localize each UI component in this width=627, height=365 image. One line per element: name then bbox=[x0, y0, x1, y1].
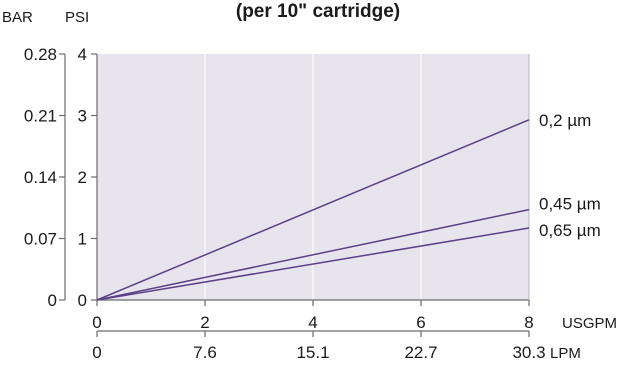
y-tick-label-secondary: 0 bbox=[48, 291, 57, 310]
y-tick-label-primary: 2 bbox=[78, 168, 87, 187]
y-axis-primary-label: PSI bbox=[65, 9, 89, 26]
y-tick-label-secondary: 0.14 bbox=[24, 168, 57, 187]
series-lines bbox=[96, 119, 530, 301]
axes bbox=[59, 53, 530, 337]
series-label-0: 0,2 µm bbox=[539, 111, 591, 130]
y-axis-secondary-label: BAR bbox=[2, 9, 33, 26]
x-tick-label-primary: 6 bbox=[416, 313, 425, 332]
x-tick-label-secondary: 30.3 bbox=[512, 343, 545, 362]
series-label-1: 0,45 µm bbox=[539, 195, 601, 214]
series-line-2 bbox=[96, 227, 530, 301]
x-axis-secondary-label: LPM bbox=[550, 345, 581, 362]
x-tick-label-primary: 2 bbox=[200, 313, 209, 332]
x-tick-label-secondary: 22.7 bbox=[404, 343, 437, 362]
y-tick-label-primary: 1 bbox=[78, 230, 87, 249]
x-tick-label-secondary: 7.6 bbox=[193, 343, 217, 362]
x-axis-primary-label: USGPM bbox=[562, 315, 617, 332]
y-tick-label-primary: 3 bbox=[78, 107, 87, 126]
series-label-2: 0,65 µm bbox=[539, 221, 601, 240]
y-tick-label-primary: 4 bbox=[78, 45, 87, 64]
x-tick-label-primary: 8 bbox=[524, 313, 533, 332]
series-line-0 bbox=[96, 119, 530, 301]
tick-labels: 0010.0720.1430.2140.280027.6415.1622.783… bbox=[24, 45, 601, 362]
grid-lines bbox=[204, 54, 422, 300]
x-tick-label-secondary: 0 bbox=[92, 343, 101, 362]
series-line-1 bbox=[96, 208, 530, 301]
chart-title: (per 10" cartridge) bbox=[236, 1, 400, 22]
x-tick-label-primary: 0 bbox=[92, 313, 101, 332]
y-tick-label-secondary: 0.07 bbox=[24, 230, 57, 249]
y-tick-label-secondary: 0.21 bbox=[24, 107, 57, 126]
x-tick-label-secondary: 15.1 bbox=[296, 343, 329, 362]
x-tick-label-primary: 4 bbox=[308, 313, 317, 332]
y-tick-label-secondary: 0.28 bbox=[24, 45, 57, 64]
y-tick-label-primary: 0 bbox=[78, 291, 87, 310]
